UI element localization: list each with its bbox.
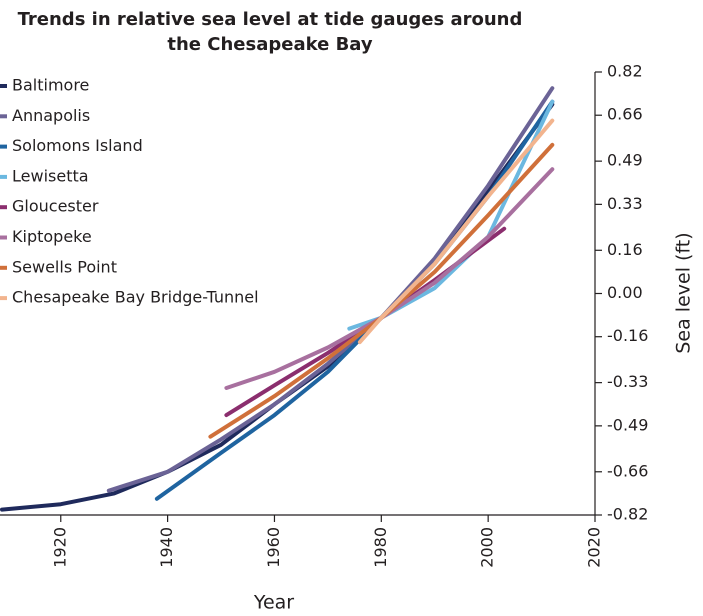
x-tick-label: 1980 — [371, 527, 390, 568]
legend-label: Annapolis — [12, 106, 90, 125]
x-tick-label: 1940 — [157, 527, 176, 568]
y-tick-label: -0.66 — [607, 461, 648, 480]
legend-label: Lewisetta — [12, 166, 89, 185]
x-tick-label: 2000 — [478, 527, 497, 568]
legend-label: Kiptopeke — [12, 227, 92, 246]
legend-label: Chesapeake Bay Bridge-Tunnel — [12, 288, 259, 307]
x-tick-label: 1920 — [50, 527, 69, 568]
y-tick-label: 0.66 — [607, 105, 643, 124]
y-tick-label: -0.16 — [607, 326, 648, 345]
x-tick-label: 2020 — [585, 527, 604, 568]
x-axis-label: Year — [253, 592, 294, 614]
y-tick-label: -0.82 — [607, 505, 648, 524]
y-tick-label: -0.33 — [607, 372, 648, 391]
y-tick-label: 0.00 — [607, 283, 643, 302]
line-series — [357, 118, 555, 345]
y-tick-label: 0.49 — [607, 151, 643, 170]
chart-title: the Chesapeake Bay — [167, 34, 373, 55]
y-axis-label: Sea level (ft) — [673, 232, 695, 353]
legend-label: Gloucester — [12, 197, 99, 216]
y-tick-label: -0.49 — [607, 415, 648, 434]
line-series — [106, 86, 555, 493]
y-tick-label: 0.82 — [607, 62, 643, 81]
y-tick-label: 0.16 — [607, 240, 643, 259]
line-series — [0, 102, 555, 512]
chart-title: Trends in relative sea level at tide gau… — [18, 9, 523, 30]
legend-label: Baltimore — [12, 76, 89, 95]
y-tick-label: 0.33 — [607, 194, 643, 213]
x-tick-label: 1960 — [264, 527, 283, 568]
legend-label: Sewells Point — [12, 257, 117, 276]
legend-label: Solomons Island — [12, 136, 143, 155]
